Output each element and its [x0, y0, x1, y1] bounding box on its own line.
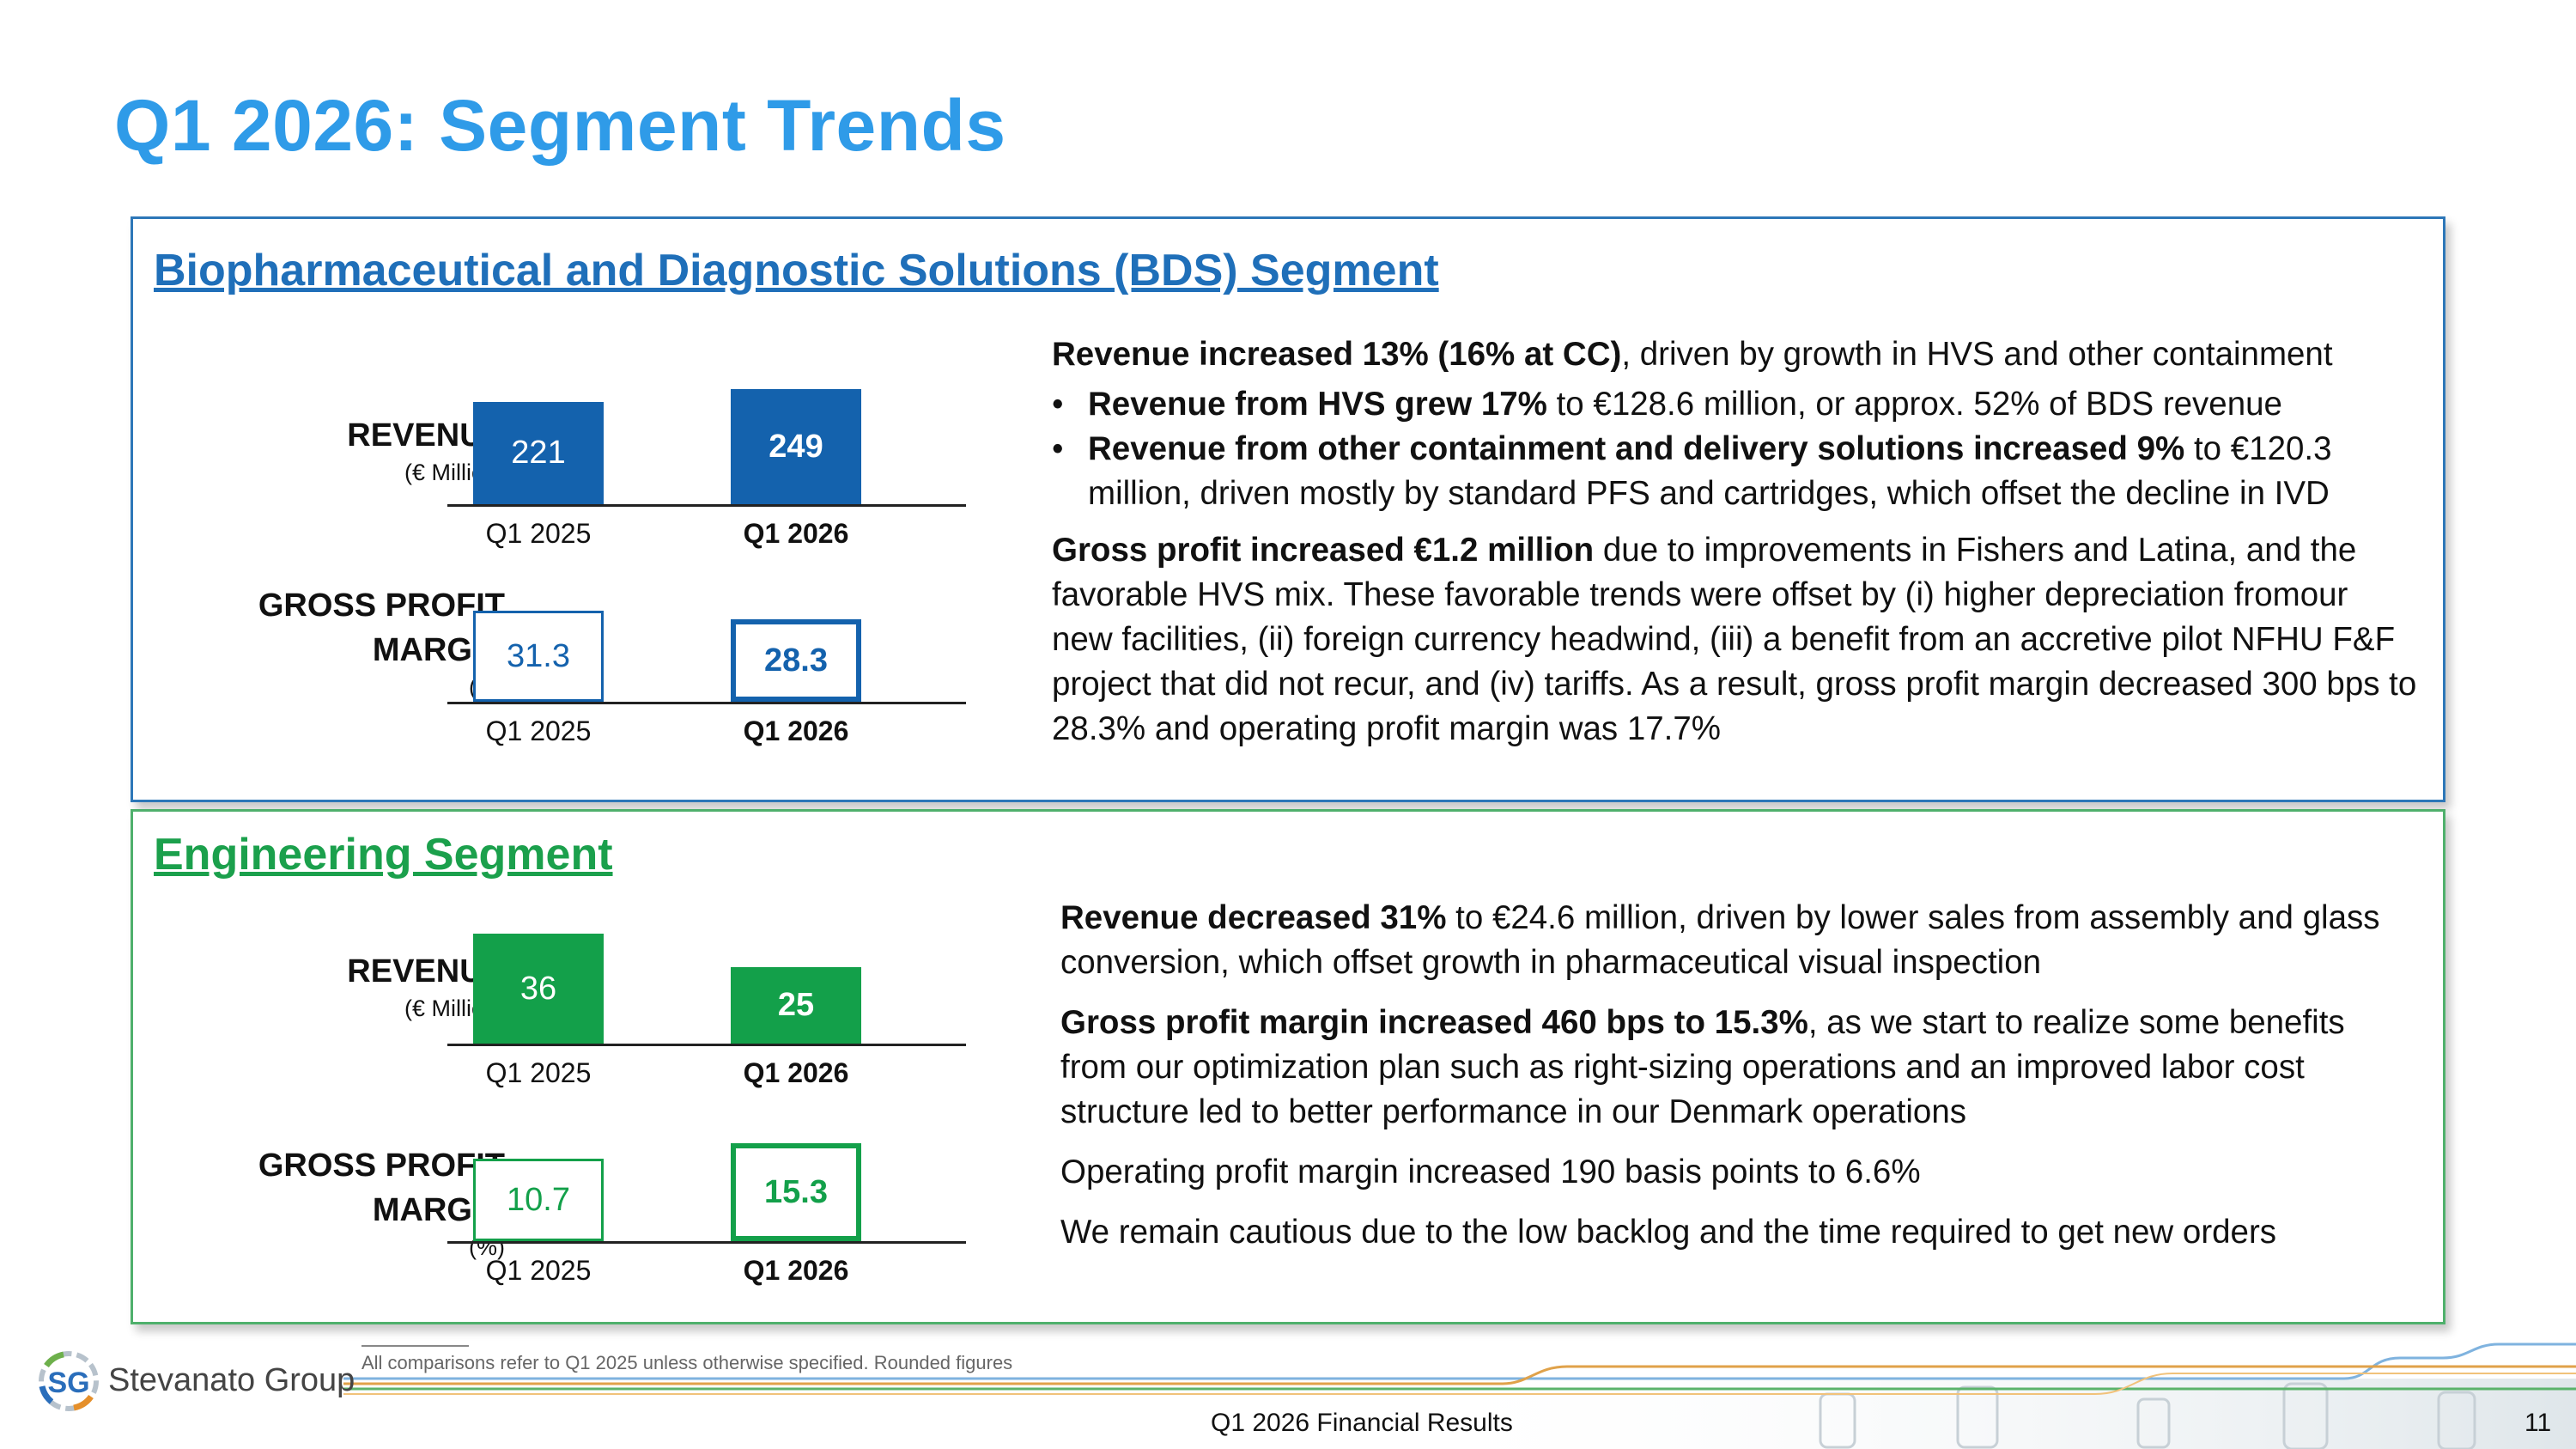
bds-revenue-summary-rest: , driven by growth in HVS and other cont…	[1621, 336, 2333, 373]
stevanato-logo: SG Stevanato Group	[34, 1347, 355, 1421]
bds-revenue-baseline	[447, 504, 966, 507]
bds-gross-profit-summary: Gross profit increased €1.2 million due …	[1052, 528, 2417, 752]
engineering-segment-panel: Engineering Segment REVENUE (€ Million) …	[131, 809, 2445, 1324]
bds-gross-profit-bold: Gross profit increased €1.2 million	[1052, 532, 1595, 569]
engineering-commentary: Revenue decreased 31% to €24.6 million, …	[1060, 896, 2417, 1255]
bds-gpm-tick-label-2: Q1 2026	[743, 715, 849, 746]
eng-revenue-chart: 36 Q1 2025 25 Q1 2026	[447, 812, 966, 1095]
eng-gpm-chart: 10.7 Q1 2025 15.3 Q1 2026	[447, 812, 966, 1293]
bds-gpm-chart: 31.3 Q1 2025 28.3 Q1 2026	[447, 219, 966, 752]
bds-bullet-containment-bold: Revenue from other containment and deliv…	[1088, 430, 2185, 467]
footer-presentation-title: Q1 2026 Financial Results	[1211, 1409, 1513, 1437]
eng-revenue-tick-label-1: Q1 2025	[485, 1057, 592, 1088]
eng-gpm-bar-1: 10.7	[473, 1159, 604, 1241]
bds-bullet-hvs: Revenue from HVS grew 17% to €128.6 mill…	[1052, 382, 2417, 427]
slide-title: Q1 2026: Segment Trends	[114, 85, 1006, 166]
logo-initials: SG	[47, 1367, 89, 1399]
eng-gross-profit-rest: , as we start to realize some benefits f…	[1060, 1004, 2345, 1130]
bds-revenue-bullets: Revenue from HVS grew 17% to €128.6 mill…	[1052, 382, 2417, 516]
engineering-segment-heading: Engineering Segment	[154, 830, 613, 880]
bds-gpm-bar-2: 28.3	[731, 619, 861, 702]
bds-revenue-summary-bold: Revenue increased 13% (16% at CC)	[1052, 336, 1622, 373]
bds-revenue-bar-1: 221	[473, 402, 604, 504]
logo-text: Stevanato Group	[108, 1362, 355, 1398]
bds-bullet-containment: Revenue from other containment and deliv…	[1052, 427, 2417, 516]
eng-gpm-baseline	[447, 1241, 966, 1244]
eng-revenue-tick-label-2: Q1 2026	[743, 1057, 849, 1088]
eng-outlook-summary: We remain cautious due to the low backlo…	[1060, 1214, 2277, 1251]
bds-bullet-containment-rest: to €120.3 million, driven mostly by stan…	[1088, 430, 2332, 512]
eng-gross-profit-summary: Gross profit margin increased 460 bps to…	[1060, 1001, 2417, 1135]
bds-bullet-hvs-bold: Revenue from HVS grew 17%	[1088, 386, 1547, 423]
eng-revenue-summary-rest: to €24.6 million, driven by lower sales …	[1060, 899, 2380, 981]
eng-revenue-bar-2: 25	[731, 967, 861, 1044]
pharma-vials-decoration	[343, 1342, 2576, 1449]
bds-revenue-bar-2: 249	[731, 389, 861, 504]
bds-commentary: Revenue increased 13% (16% at CC), drive…	[1052, 332, 2417, 752]
stevanato-logo-icon: SG	[39, 1351, 99, 1411]
bds-revenue-tick-label-2: Q1 2026	[743, 518, 849, 549]
bds-revenue-summary: Revenue increased 13% (16% at CC), drive…	[1052, 332, 2417, 377]
eng-revenue-summary: Revenue decreased 31% to €24.6 million, …	[1060, 896, 2417, 985]
eng-gpm-bar-2: 15.3	[731, 1143, 861, 1241]
bds-segment-panel: Biopharmaceutical and Diagnostic Solutio…	[131, 216, 2445, 802]
eng-revenue-summary-bold: Revenue decreased 31%	[1060, 899, 1447, 936]
eng-revenue-bar-1: 36	[473, 934, 604, 1044]
bds-segment-heading: Biopharmaceutical and Diagnostic Solutio…	[154, 246, 1439, 295]
bds-gpm-bar-1: 31.3	[473, 611, 604, 702]
bds-gpm-label-line1: GROSS PROFIT	[258, 588, 505, 624]
eng-gpm-tick-label-2: Q1 2026	[743, 1255, 849, 1286]
bds-gpm-baseline	[447, 702, 966, 704]
eng-gpm-label-line1: GROSS PROFIT	[258, 1148, 505, 1184]
footnote-divider	[361, 1345, 469, 1347]
page-number: 11	[2524, 1409, 2552, 1437]
eng-revenue-baseline	[447, 1044, 966, 1046]
bds-gpm-tick-label-1: Q1 2025	[485, 715, 592, 746]
bds-revenue-chart: 221 Q1 2025 249 Q1 2026	[447, 219, 966, 563]
bds-bullet-hvs-rest: to €128.6 million, or approx. 52% of BDS…	[1546, 386, 2282, 423]
eng-gross-profit-bold: Gross profit margin increased 460 bps to…	[1060, 1004, 1808, 1041]
bds-revenue-tick-label-1: Q1 2025	[485, 518, 592, 549]
eng-operating-margin-summary: Operating profit margin increased 190 ba…	[1060, 1154, 1921, 1190]
footnote: All comparisons refer to Q1 2025 unless …	[361, 1352, 1013, 1373]
eng-gpm-tick-label-1: Q1 2025	[485, 1255, 592, 1286]
bds-gross-profit-rest: due to improvements in Fishers and Latin…	[1052, 532, 2417, 747]
